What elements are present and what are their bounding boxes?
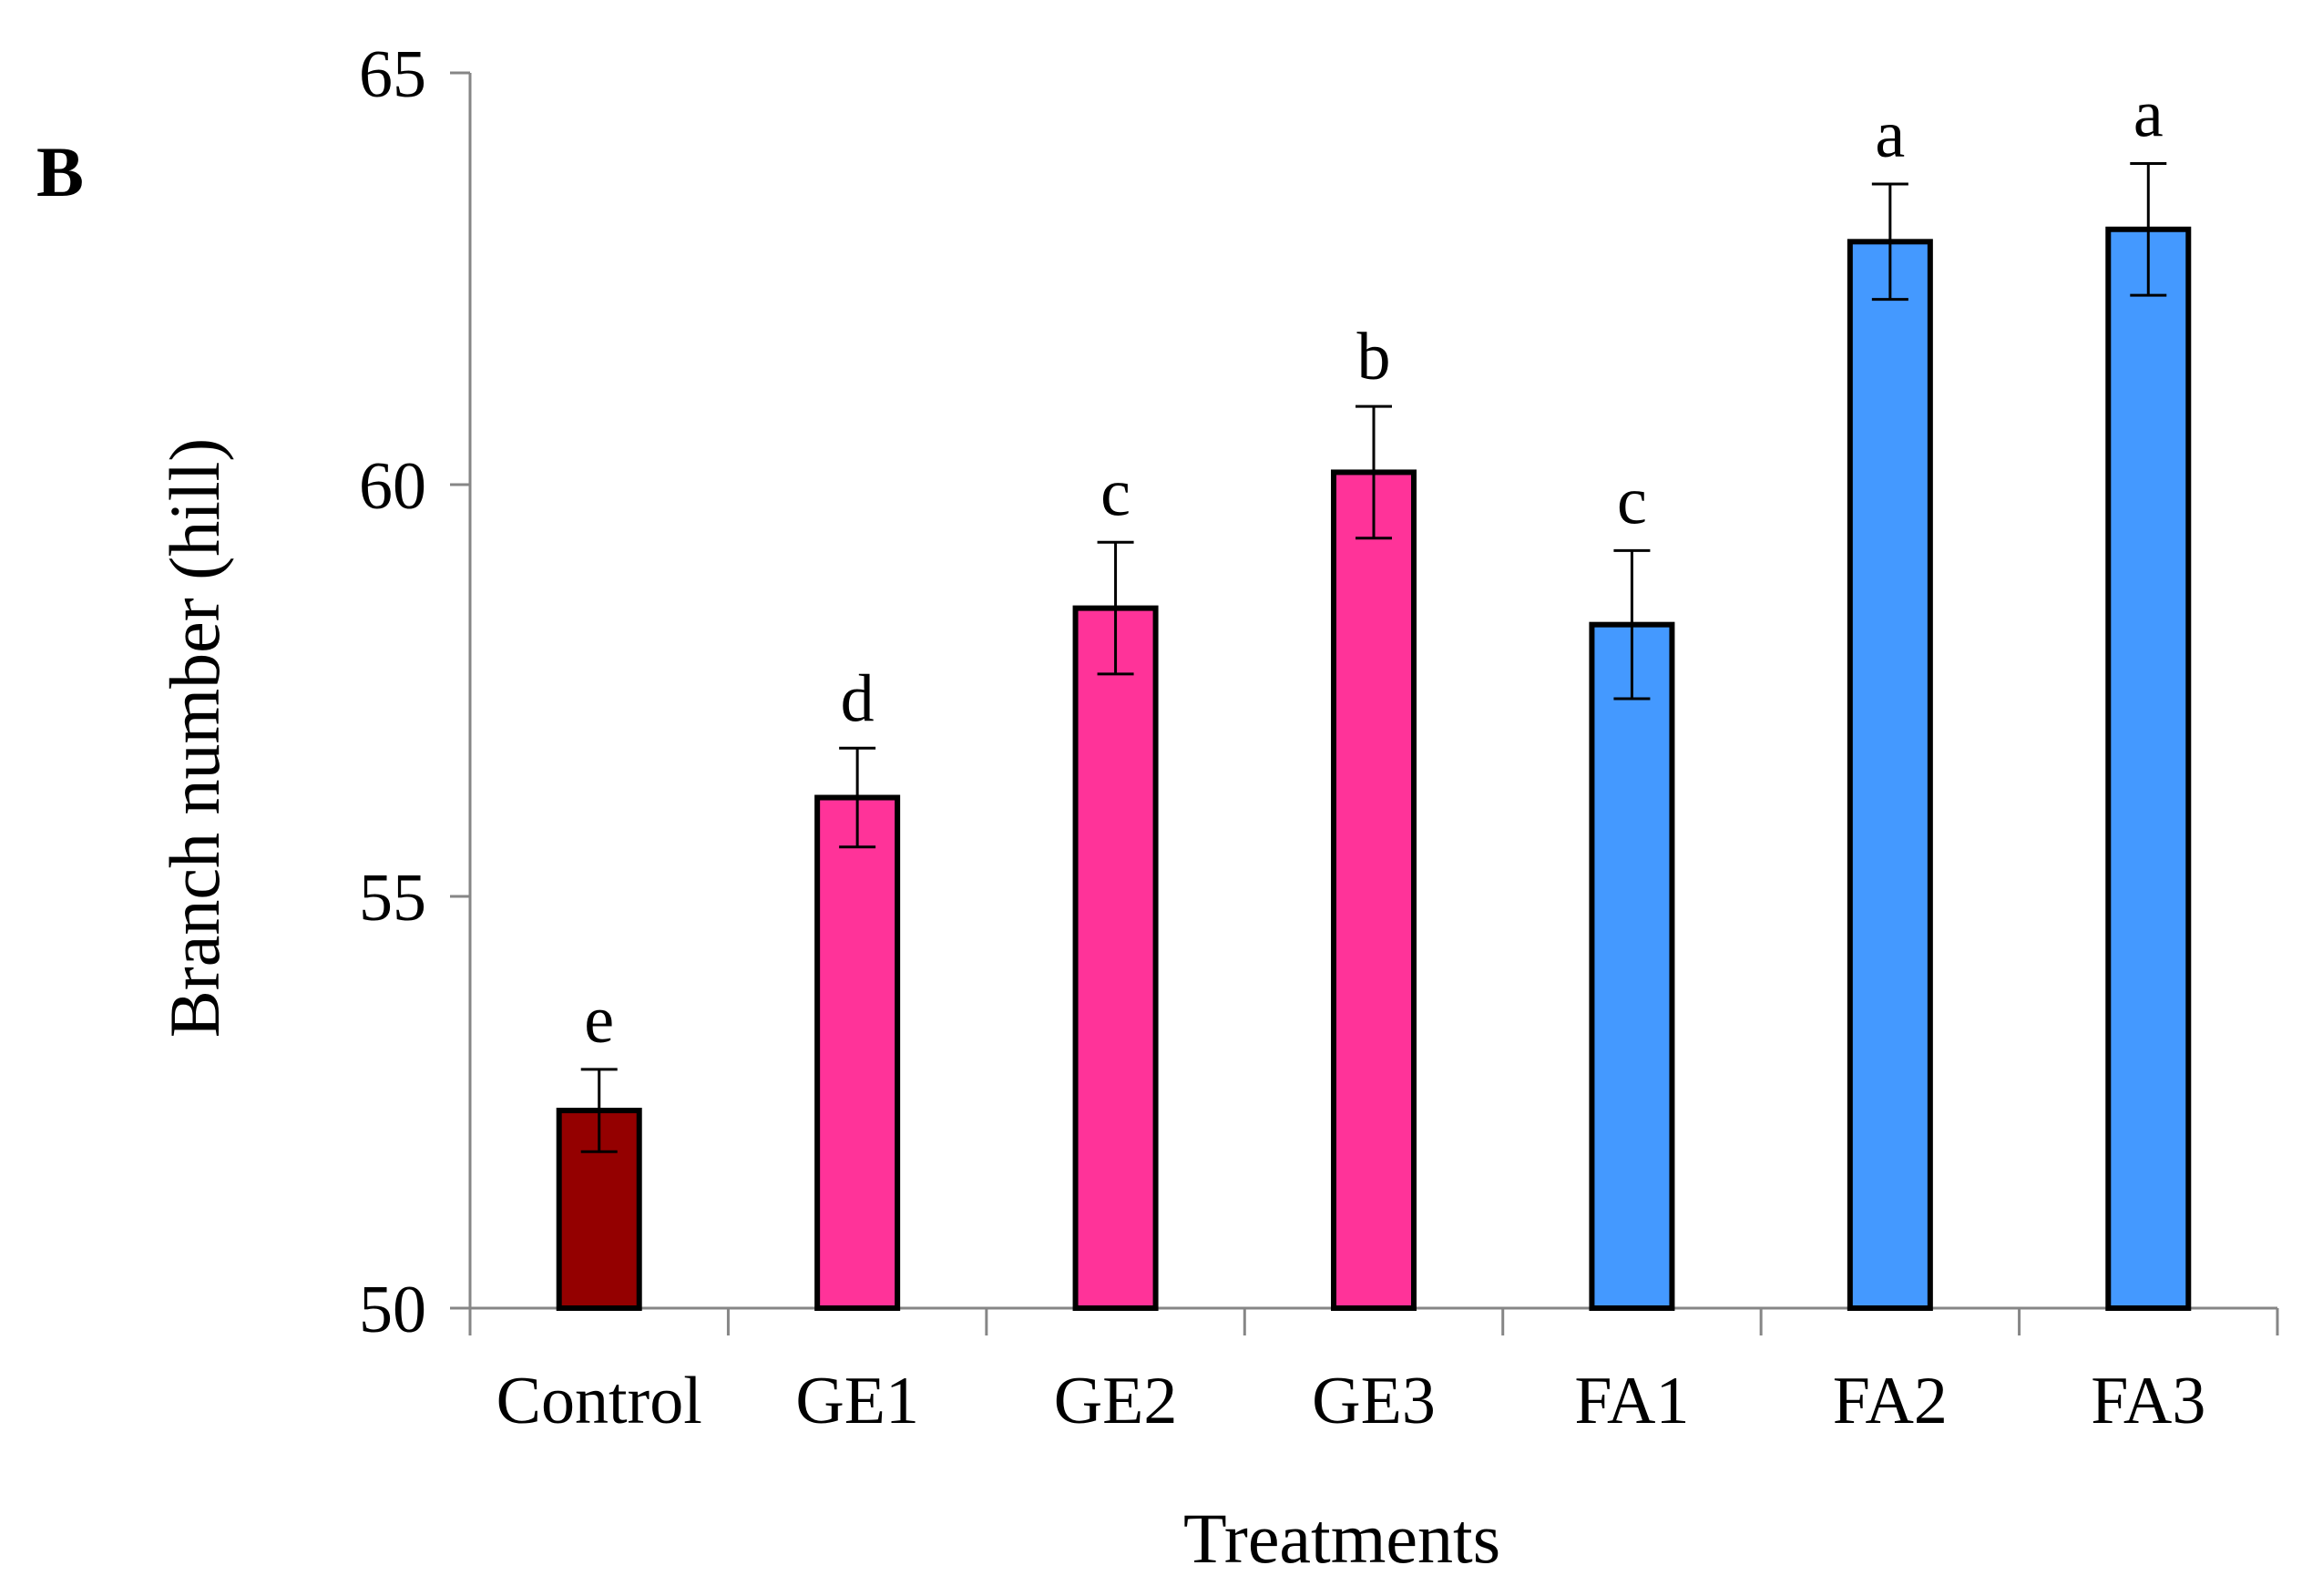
x-tick-label-ge3: GE3 xyxy=(1312,1364,1436,1438)
significance-letter-ge2: c xyxy=(1100,455,1131,530)
significance-letters-group: e d c b c a a xyxy=(584,77,2163,1057)
y-tick-label: 60 xyxy=(359,449,426,524)
bar-ge2 xyxy=(1072,605,1159,1311)
bar-fa2 xyxy=(1847,239,1933,1312)
error-bar-ge3 xyxy=(1356,404,1392,540)
y-tick-label: 65 xyxy=(359,37,426,112)
error-bar-fa2 xyxy=(1871,182,1908,302)
tick-labels-group: 50 55 60 65 Control GE1 GE2 GE3 FA1 FA2 FA3 xyxy=(359,37,2205,1438)
significance-letter-fa1: c xyxy=(1617,464,1647,538)
bar-fa1 xyxy=(1589,621,1675,1311)
error-bar-ge2 xyxy=(1097,540,1134,676)
x-tick-label-control: Control xyxy=(496,1364,702,1438)
error-bar-ge1 xyxy=(839,746,876,849)
error-bar-fa1 xyxy=(1613,548,1651,701)
error-bars-group xyxy=(580,161,2167,1153)
significance-letter-fa3: a xyxy=(2133,77,2164,151)
bars-group xyxy=(556,226,2192,1312)
significance-letter-ge3: b xyxy=(1357,320,1391,394)
significance-letter-ge1: d xyxy=(841,661,875,736)
bar-ge3 xyxy=(1331,469,1417,1311)
x-tick-label-fa3: FA3 xyxy=(2091,1364,2205,1438)
axes xyxy=(450,71,2279,1335)
x-tick-label-fa1: FA1 xyxy=(1574,1364,1689,1438)
error-bar-control xyxy=(580,1068,618,1153)
x-tick-label-ge2: GE2 xyxy=(1054,1364,1178,1438)
y-axis-title: Branch number (hill) xyxy=(155,438,234,1038)
panel-label: B xyxy=(36,132,84,211)
x-tick-label-ge1: GE1 xyxy=(795,1364,919,1438)
y-tick-label: 55 xyxy=(359,861,426,936)
x-tick-label-fa2: FA2 xyxy=(1833,1364,1948,1438)
bar-fa3 xyxy=(2105,226,2192,1311)
error-bar-fa3 xyxy=(2130,161,2167,297)
x-axis-title: Treatments xyxy=(1183,1499,1500,1578)
bar-ge1 xyxy=(814,794,901,1311)
bar-control xyxy=(556,1108,642,1312)
significance-letter-fa2: a xyxy=(1875,97,1905,172)
significance-letter-control: e xyxy=(584,983,614,1058)
y-tick-label: 50 xyxy=(359,1273,426,1347)
